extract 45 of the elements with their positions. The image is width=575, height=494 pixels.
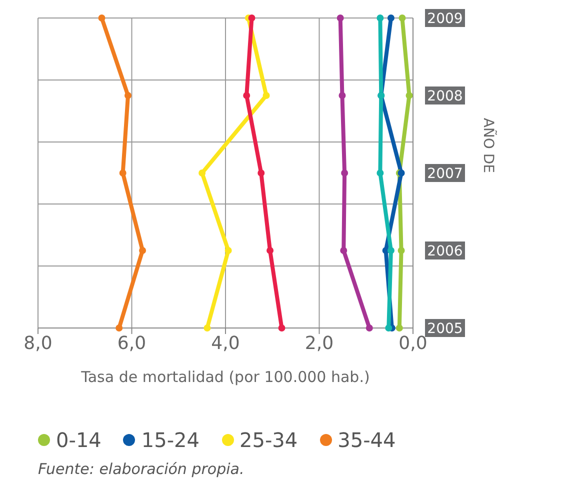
point <box>341 170 348 176</box>
point <box>248 14 256 22</box>
point <box>258 170 265 176</box>
point <box>124 92 132 99</box>
point <box>387 14 394 22</box>
y-axis-title: AÑO DE <box>480 118 498 173</box>
point <box>387 247 394 254</box>
point <box>198 170 206 176</box>
x-tick-label: 6,0 <box>117 332 146 354</box>
point <box>340 247 348 254</box>
point <box>338 92 346 99</box>
x-axis-title: Tasa de mortalidad (por 100.000 hab.) <box>80 368 370 386</box>
point <box>278 324 286 332</box>
x-tick-label: 0,0 <box>398 332 428 354</box>
point <box>262 92 270 99</box>
point <box>139 247 146 254</box>
point <box>224 247 232 254</box>
legend-label: 15-24 <box>141 428 200 452</box>
x-tick-label: 8,0 <box>24 332 52 354</box>
point <box>398 14 406 22</box>
point <box>116 324 123 332</box>
source-note: Fuente: elaboración propia. <box>37 460 246 478</box>
point <box>396 324 403 332</box>
y-tick-label: 2005 <box>427 321 463 337</box>
point <box>204 324 211 332</box>
point <box>119 170 126 176</box>
point <box>98 14 106 22</box>
point <box>376 14 384 22</box>
point <box>336 14 344 22</box>
point <box>406 92 413 99</box>
legend-label: 25-34 <box>240 428 298 452</box>
point <box>385 324 392 332</box>
y-tick-label: 2008 <box>427 88 463 104</box>
point <box>366 324 373 332</box>
legend-label: 0-14 <box>56 428 102 452</box>
legend-label: 35-44 <box>338 428 396 452</box>
x-tick-label: 2,0 <box>304 332 334 354</box>
point <box>398 247 405 254</box>
point <box>266 247 274 254</box>
y-tick-label: 2006 <box>427 244 463 260</box>
x-tick-label: 4,0 <box>211 332 240 354</box>
y-tick-label: 2009 <box>427 11 463 27</box>
point <box>243 92 250 99</box>
point <box>376 170 384 176</box>
y-tick-label: 2007 <box>427 166 463 182</box>
